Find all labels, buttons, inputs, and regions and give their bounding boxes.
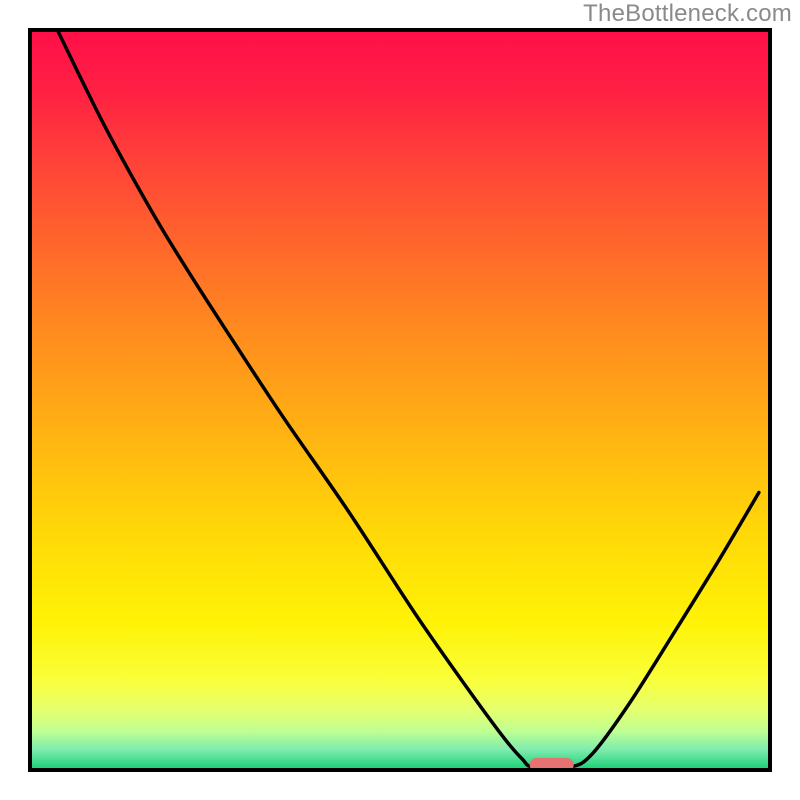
watermark-text: TheBottleneck.com: [583, 0, 792, 28]
bottleneck-chart: TheBottleneck.com: [0, 0, 800, 800]
chart-svg: [0, 0, 800, 800]
